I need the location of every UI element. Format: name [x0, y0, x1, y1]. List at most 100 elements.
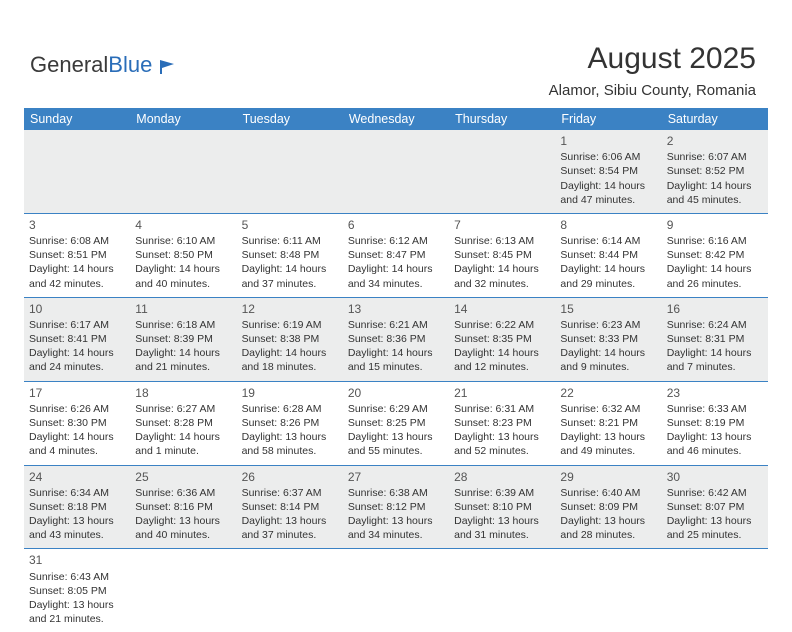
- day-detail: Sunset: 8:39 PM: [135, 332, 231, 346]
- day-detail: and 52 minutes.: [454, 444, 550, 458]
- calendar-cell: [449, 549, 555, 632]
- calendar-cell: [237, 549, 343, 632]
- calendar-cell: 14Sunrise: 6:22 AMSunset: 8:35 PMDayligh…: [449, 297, 555, 381]
- calendar-cell: [449, 130, 555, 213]
- day-detail: Daylight: 13 hours: [560, 430, 656, 444]
- day-detail: Daylight: 13 hours: [348, 514, 444, 528]
- calendar-row: 10Sunrise: 6:17 AMSunset: 8:41 PMDayligh…: [24, 297, 768, 381]
- day-detail: Sunrise: 6:07 AM: [667, 150, 763, 164]
- day-detail: and 15 minutes.: [348, 360, 444, 374]
- day-detail: Sunrise: 6:31 AM: [454, 402, 550, 416]
- calendar-cell: [237, 130, 343, 213]
- day-detail: Daylight: 14 hours: [29, 346, 125, 360]
- calendar-cell: 24Sunrise: 6:34 AMSunset: 8:18 PMDayligh…: [24, 465, 130, 549]
- day-number: 24: [29, 469, 125, 485]
- day-number: 3: [29, 217, 125, 233]
- day-number: 8: [560, 217, 656, 233]
- day-detail: and 25 minutes.: [667, 528, 763, 542]
- calendar-cell: 9Sunrise: 6:16 AMSunset: 8:42 PMDaylight…: [662, 213, 768, 297]
- day-detail: and 24 minutes.: [29, 360, 125, 374]
- day-detail: and 40 minutes.: [135, 277, 231, 291]
- day-number: 11: [135, 301, 231, 317]
- day-header: Thursday: [449, 108, 555, 130]
- day-detail: and 9 minutes.: [560, 360, 656, 374]
- day-detail: Sunrise: 6:36 AM: [135, 486, 231, 500]
- day-detail: and 7 minutes.: [667, 360, 763, 374]
- day-detail: Sunset: 8:31 PM: [667, 332, 763, 346]
- day-detail: and 55 minutes.: [348, 444, 444, 458]
- day-detail: Sunrise: 6:28 AM: [242, 402, 338, 416]
- day-number: 28: [454, 469, 550, 485]
- day-detail: Sunset: 8:23 PM: [454, 416, 550, 430]
- calendar-cell: [130, 549, 236, 632]
- day-detail: and 1 minute.: [135, 444, 231, 458]
- day-detail: Daylight: 13 hours: [560, 514, 656, 528]
- day-detail: Sunset: 8:51 PM: [29, 248, 125, 262]
- day-number: 5: [242, 217, 338, 233]
- day-detail: Sunrise: 6:22 AM: [454, 318, 550, 332]
- day-detail: Sunrise: 6:12 AM: [348, 234, 444, 248]
- day-detail: and 31 minutes.: [454, 528, 550, 542]
- day-detail: Sunset: 8:14 PM: [242, 500, 338, 514]
- day-detail: and 46 minutes.: [667, 444, 763, 458]
- day-detail: Sunset: 8:35 PM: [454, 332, 550, 346]
- day-detail: and 34 minutes.: [348, 528, 444, 542]
- logo: GeneralBlue: [30, 52, 178, 78]
- calendar-row: 17Sunrise: 6:26 AMSunset: 8:30 PMDayligh…: [24, 381, 768, 465]
- day-detail: and 4 minutes.: [29, 444, 125, 458]
- calendar-row: 24Sunrise: 6:34 AMSunset: 8:18 PMDayligh…: [24, 465, 768, 549]
- day-number: 31: [29, 552, 125, 568]
- logo-part1: General: [30, 52, 108, 77]
- calendar-cell: 8Sunrise: 6:14 AMSunset: 8:44 PMDaylight…: [555, 213, 661, 297]
- day-detail: Daylight: 13 hours: [242, 430, 338, 444]
- day-detail: Daylight: 14 hours: [29, 430, 125, 444]
- day-detail: Sunset: 8:16 PM: [135, 500, 231, 514]
- day-detail: Sunset: 8:10 PM: [454, 500, 550, 514]
- logo-part2: Blue: [108, 52, 152, 77]
- day-number: 4: [135, 217, 231, 233]
- day-detail: Sunset: 8:19 PM: [667, 416, 763, 430]
- day-number: 14: [454, 301, 550, 317]
- day-detail: Daylight: 14 hours: [135, 346, 231, 360]
- day-detail: Daylight: 13 hours: [454, 514, 550, 528]
- day-detail: Daylight: 14 hours: [29, 262, 125, 276]
- calendar-cell: 7Sunrise: 6:13 AMSunset: 8:45 PMDaylight…: [449, 213, 555, 297]
- day-detail: Sunset: 8:28 PM: [135, 416, 231, 430]
- day-detail: Sunset: 8:41 PM: [29, 332, 125, 346]
- day-detail: Sunrise: 6:39 AM: [454, 486, 550, 500]
- day-detail: Sunrise: 6:13 AM: [454, 234, 550, 248]
- calendar-body: 1Sunrise: 6:06 AMSunset: 8:54 PMDaylight…: [24, 130, 768, 632]
- calendar-cell: [343, 549, 449, 632]
- day-detail: Daylight: 13 hours: [348, 430, 444, 444]
- flag-icon: [160, 60, 178, 74]
- calendar-cell: 1Sunrise: 6:06 AMSunset: 8:54 PMDaylight…: [555, 130, 661, 213]
- page-subtitle: Alamor, Sibiu County, Romania: [549, 82, 756, 99]
- calendar-row: 31Sunrise: 6:43 AMSunset: 8:05 PMDayligh…: [24, 549, 768, 632]
- day-detail: Sunrise: 6:18 AM: [135, 318, 231, 332]
- day-detail: and 29 minutes.: [560, 277, 656, 291]
- calendar-cell: 18Sunrise: 6:27 AMSunset: 8:28 PMDayligh…: [130, 381, 236, 465]
- day-detail: Sunrise: 6:32 AM: [560, 402, 656, 416]
- day-detail: Sunrise: 6:43 AM: [29, 570, 125, 584]
- day-detail: Daylight: 13 hours: [667, 514, 763, 528]
- day-detail: Sunset: 8:38 PM: [242, 332, 338, 346]
- day-header: Friday: [555, 108, 661, 130]
- calendar-row: 3Sunrise: 6:08 AMSunset: 8:51 PMDaylight…: [24, 213, 768, 297]
- day-detail: Sunset: 8:52 PM: [667, 164, 763, 178]
- day-number: 13: [348, 301, 444, 317]
- day-header: Tuesday: [237, 108, 343, 130]
- day-detail: and 47 minutes.: [560, 193, 656, 207]
- day-number: 22: [560, 385, 656, 401]
- day-number: 21: [454, 385, 550, 401]
- day-detail: Sunrise: 6:26 AM: [29, 402, 125, 416]
- day-detail: Sunrise: 6:17 AM: [29, 318, 125, 332]
- day-number: 1: [560, 133, 656, 149]
- calendar-cell: 13Sunrise: 6:21 AMSunset: 8:36 PMDayligh…: [343, 297, 449, 381]
- day-detail: Sunset: 8:25 PM: [348, 416, 444, 430]
- calendar-cell: 26Sunrise: 6:37 AMSunset: 8:14 PMDayligh…: [237, 465, 343, 549]
- day-detail: Sunrise: 6:37 AM: [242, 486, 338, 500]
- day-header: Sunday: [24, 108, 130, 130]
- day-detail: Sunset: 8:54 PM: [560, 164, 656, 178]
- calendar-cell: 21Sunrise: 6:31 AMSunset: 8:23 PMDayligh…: [449, 381, 555, 465]
- day-detail: Sunset: 8:30 PM: [29, 416, 125, 430]
